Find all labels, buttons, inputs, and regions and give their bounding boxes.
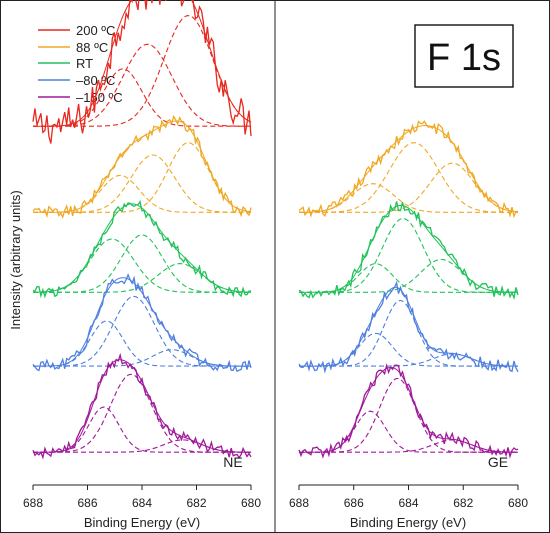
series-ne-88c [32,114,252,219]
series-ne-minus150c [32,352,252,460]
panel-ge: 688 686 684 682 680 GE Binding Energy (eV) [289,120,528,530]
spectrum-ge-rt [298,201,519,301]
x-tick-label-ne-680: 680 [241,496,261,510]
spectrum-ne-minus80c [32,273,252,373]
legend-label-minus150c: –150 ºC [76,90,123,105]
element-label-frame [414,24,514,88]
x-tick-label-ne-682: 682 [186,496,206,510]
series-ne-rt [32,199,252,299]
component-ge-88c-1 [299,183,518,213]
panel-ne-label: NE [223,454,242,470]
panel-ge-x-ticks: 688 686 684 682 680 [289,485,528,510]
spectrum-ne-200c [32,0,252,144]
x-tick-label-ge-684: 684 [398,496,418,510]
legend-label-rt: RT [76,56,93,71]
panel-ne-traces [32,0,252,460]
spectrum-ne-88c [32,114,252,219]
x-tick-label-ge-688: 688 [289,496,309,510]
series-ge-rt [298,201,519,301]
element-label: F 1s [427,37,501,79]
spectrum-ge-minus150c [298,362,519,459]
spectrum-ge-88c [298,120,519,219]
legend-label-88c: 88 ºC [76,40,108,55]
legend-item-88c: 88 ºC [38,40,108,55]
series-ge-minus80c [298,280,519,374]
y-axis-label: Intensity (arbitrary units) [8,190,23,329]
legend-label-minus80c: –80 ºC [76,73,115,88]
panel-ne-x-axis-label: Binding Energy (eV) [84,515,200,530]
fit-ge-minus150c [299,366,518,453]
element-label-box: F 1s [414,24,514,88]
panel-ge-traces [298,120,519,459]
component-ne-minus150c-2 [33,373,251,453]
component-ge-88c-3 [299,162,519,213]
legend-item-200c: 200 ºC [38,23,115,38]
spectrum-ge-minus80c [298,280,519,374]
spectrum-ne-rt [32,199,252,299]
series-ne-200c [32,0,252,144]
panel-ne: 688 686 684 682 680 NE Binding Energy (eV) [23,0,261,530]
legend-item-minus80c: –80 ºC [38,73,115,88]
series-ne-minus80c [32,273,252,373]
x-tick-label-ge-686: 686 [344,496,364,510]
x-tick-label-ne-684: 684 [132,496,152,510]
x-tick-label-ne-688: 688 [23,496,43,510]
x-tick-label-ne-686: 686 [77,496,97,510]
x-tick-label-ge-680: 680 [508,496,528,510]
legend-item-minus150c: –150 ºC [38,90,123,105]
legend-label-200c: 200 ºC [76,23,115,38]
panel-ne-x-ticks: 688 686 684 682 680 [23,485,261,510]
series-ge-88c [298,120,519,219]
fit-ne-minus80c [33,277,251,367]
legend: 200 ºC 88 ºC RT –80 ºC –150 ºC [38,23,123,105]
legend-item-rt: RT [38,56,93,71]
panel-ge-x-axis-label: Binding Energy (eV) [350,515,466,530]
series-ge-minus150c [298,362,519,459]
panel-ge-label: GE [488,454,508,470]
x-tick-label-ge-682: 682 [453,496,473,510]
spectrum-ne-minus150c [32,352,252,460]
